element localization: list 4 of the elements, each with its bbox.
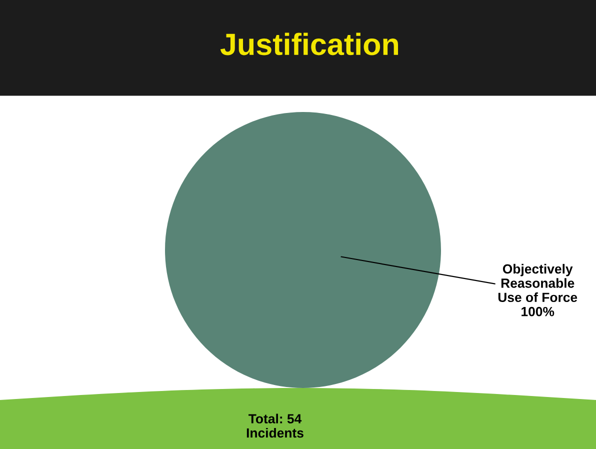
chart-title: Justification <box>220 32 398 56</box>
slice-label: Objectively Reasonable Use of Force <box>498 264 578 302</box>
data-label: 100% <box>522 306 554 316</box>
text: Total: 54 Incidents <box>246 414 304 438</box>
